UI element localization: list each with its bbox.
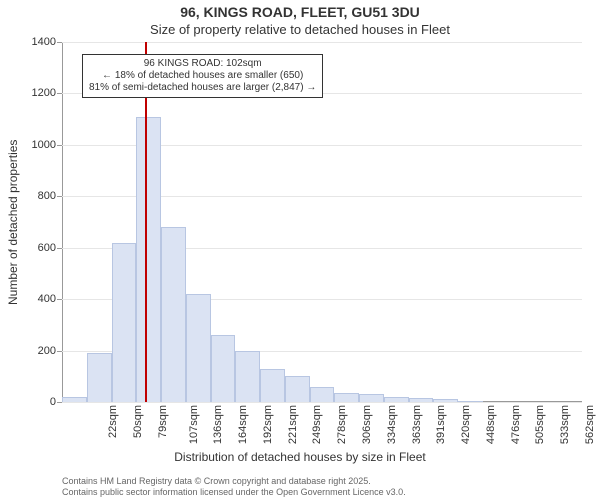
histogram-bar xyxy=(260,369,285,402)
y-tick-label: 400 xyxy=(38,293,62,305)
x-axis-label: Distribution of detached houses by size … xyxy=(0,450,600,464)
x-tick-label: 533sqm xyxy=(559,405,571,444)
grid-line xyxy=(62,402,582,403)
histogram-bar xyxy=(458,401,483,402)
x-tick-label: 50sqm xyxy=(132,405,144,438)
annotation-line1: 96 KINGS ROAD: 102sqm xyxy=(89,58,316,70)
x-tick-label: 136sqm xyxy=(213,405,225,444)
y-tick-label: 1400 xyxy=(32,36,62,48)
histogram-bar xyxy=(235,351,260,402)
x-tick-label: 476sqm xyxy=(510,405,522,444)
x-tick-label: 363sqm xyxy=(411,405,423,444)
footer-line1: Contains HM Land Registry data © Crown c… xyxy=(62,476,406,487)
footer-line2: Contains public sector information licen… xyxy=(62,487,406,498)
y-tick-label: 1200 xyxy=(32,87,62,99)
histogram-bar xyxy=(409,398,434,402)
histogram-bar xyxy=(161,227,186,402)
annotation-line3: 81% of semi-detached houses are larger (… xyxy=(89,82,316,94)
x-tick-label: 505sqm xyxy=(534,405,546,444)
y-tick-label: 600 xyxy=(38,242,62,254)
histogram-bar xyxy=(136,117,161,402)
chart-title-line1: 96, KINGS ROAD, FLEET, GU51 3DU xyxy=(0,4,600,20)
x-tick-label: 107sqm xyxy=(188,405,200,444)
annotation-box: 96 KINGS ROAD: 102sqm← 18% of detached h… xyxy=(82,54,323,98)
histogram-bar xyxy=(384,397,409,402)
x-tick-label: 221sqm xyxy=(287,405,299,444)
x-tick-label: 164sqm xyxy=(237,405,249,444)
x-tick-label: 448sqm xyxy=(485,405,497,444)
annotation-line2: ← 18% of detached houses are smaller (65… xyxy=(89,70,316,82)
x-tick-label: 306sqm xyxy=(361,405,373,444)
attribution-footer: Contains HM Land Registry data © Crown c… xyxy=(62,476,406,498)
histogram-bar xyxy=(285,376,310,402)
x-tick-label: 249sqm xyxy=(312,405,324,444)
x-tick-label: 278sqm xyxy=(336,405,348,444)
x-tick-label: 22sqm xyxy=(107,405,119,438)
x-tick-label: 192sqm xyxy=(262,405,274,444)
histogram-bar xyxy=(433,399,458,402)
grid-line xyxy=(62,42,582,43)
x-tick-label: 334sqm xyxy=(386,405,398,444)
x-tick-label: 79sqm xyxy=(157,405,169,438)
histogram-bar xyxy=(334,393,359,402)
y-axis-label: Number of detached properties xyxy=(6,139,20,304)
histogram-bar xyxy=(62,397,87,402)
chart-container: 96, KINGS ROAD, FLEET, GU51 3DU Size of … xyxy=(0,0,600,500)
x-tick-label: 391sqm xyxy=(435,405,447,444)
y-tick-label: 200 xyxy=(38,345,62,357)
plot-area: 020040060080010001200140022sqm50sqm79sqm… xyxy=(62,42,582,402)
y-tick-label: 800 xyxy=(38,190,62,202)
histogram-bar xyxy=(211,335,236,402)
y-tick-label: 1000 xyxy=(32,139,62,151)
histogram-bar xyxy=(310,387,335,402)
histogram-bar xyxy=(112,243,137,402)
histogram-bar xyxy=(359,394,384,402)
x-tick-label: 420sqm xyxy=(460,405,472,444)
y-tick-label: 0 xyxy=(50,396,62,408)
chart-title-line2: Size of property relative to detached ho… xyxy=(0,22,600,37)
histogram-bar xyxy=(186,294,211,402)
histogram-bar xyxy=(87,353,112,402)
x-tick-label: 562sqm xyxy=(584,405,596,444)
